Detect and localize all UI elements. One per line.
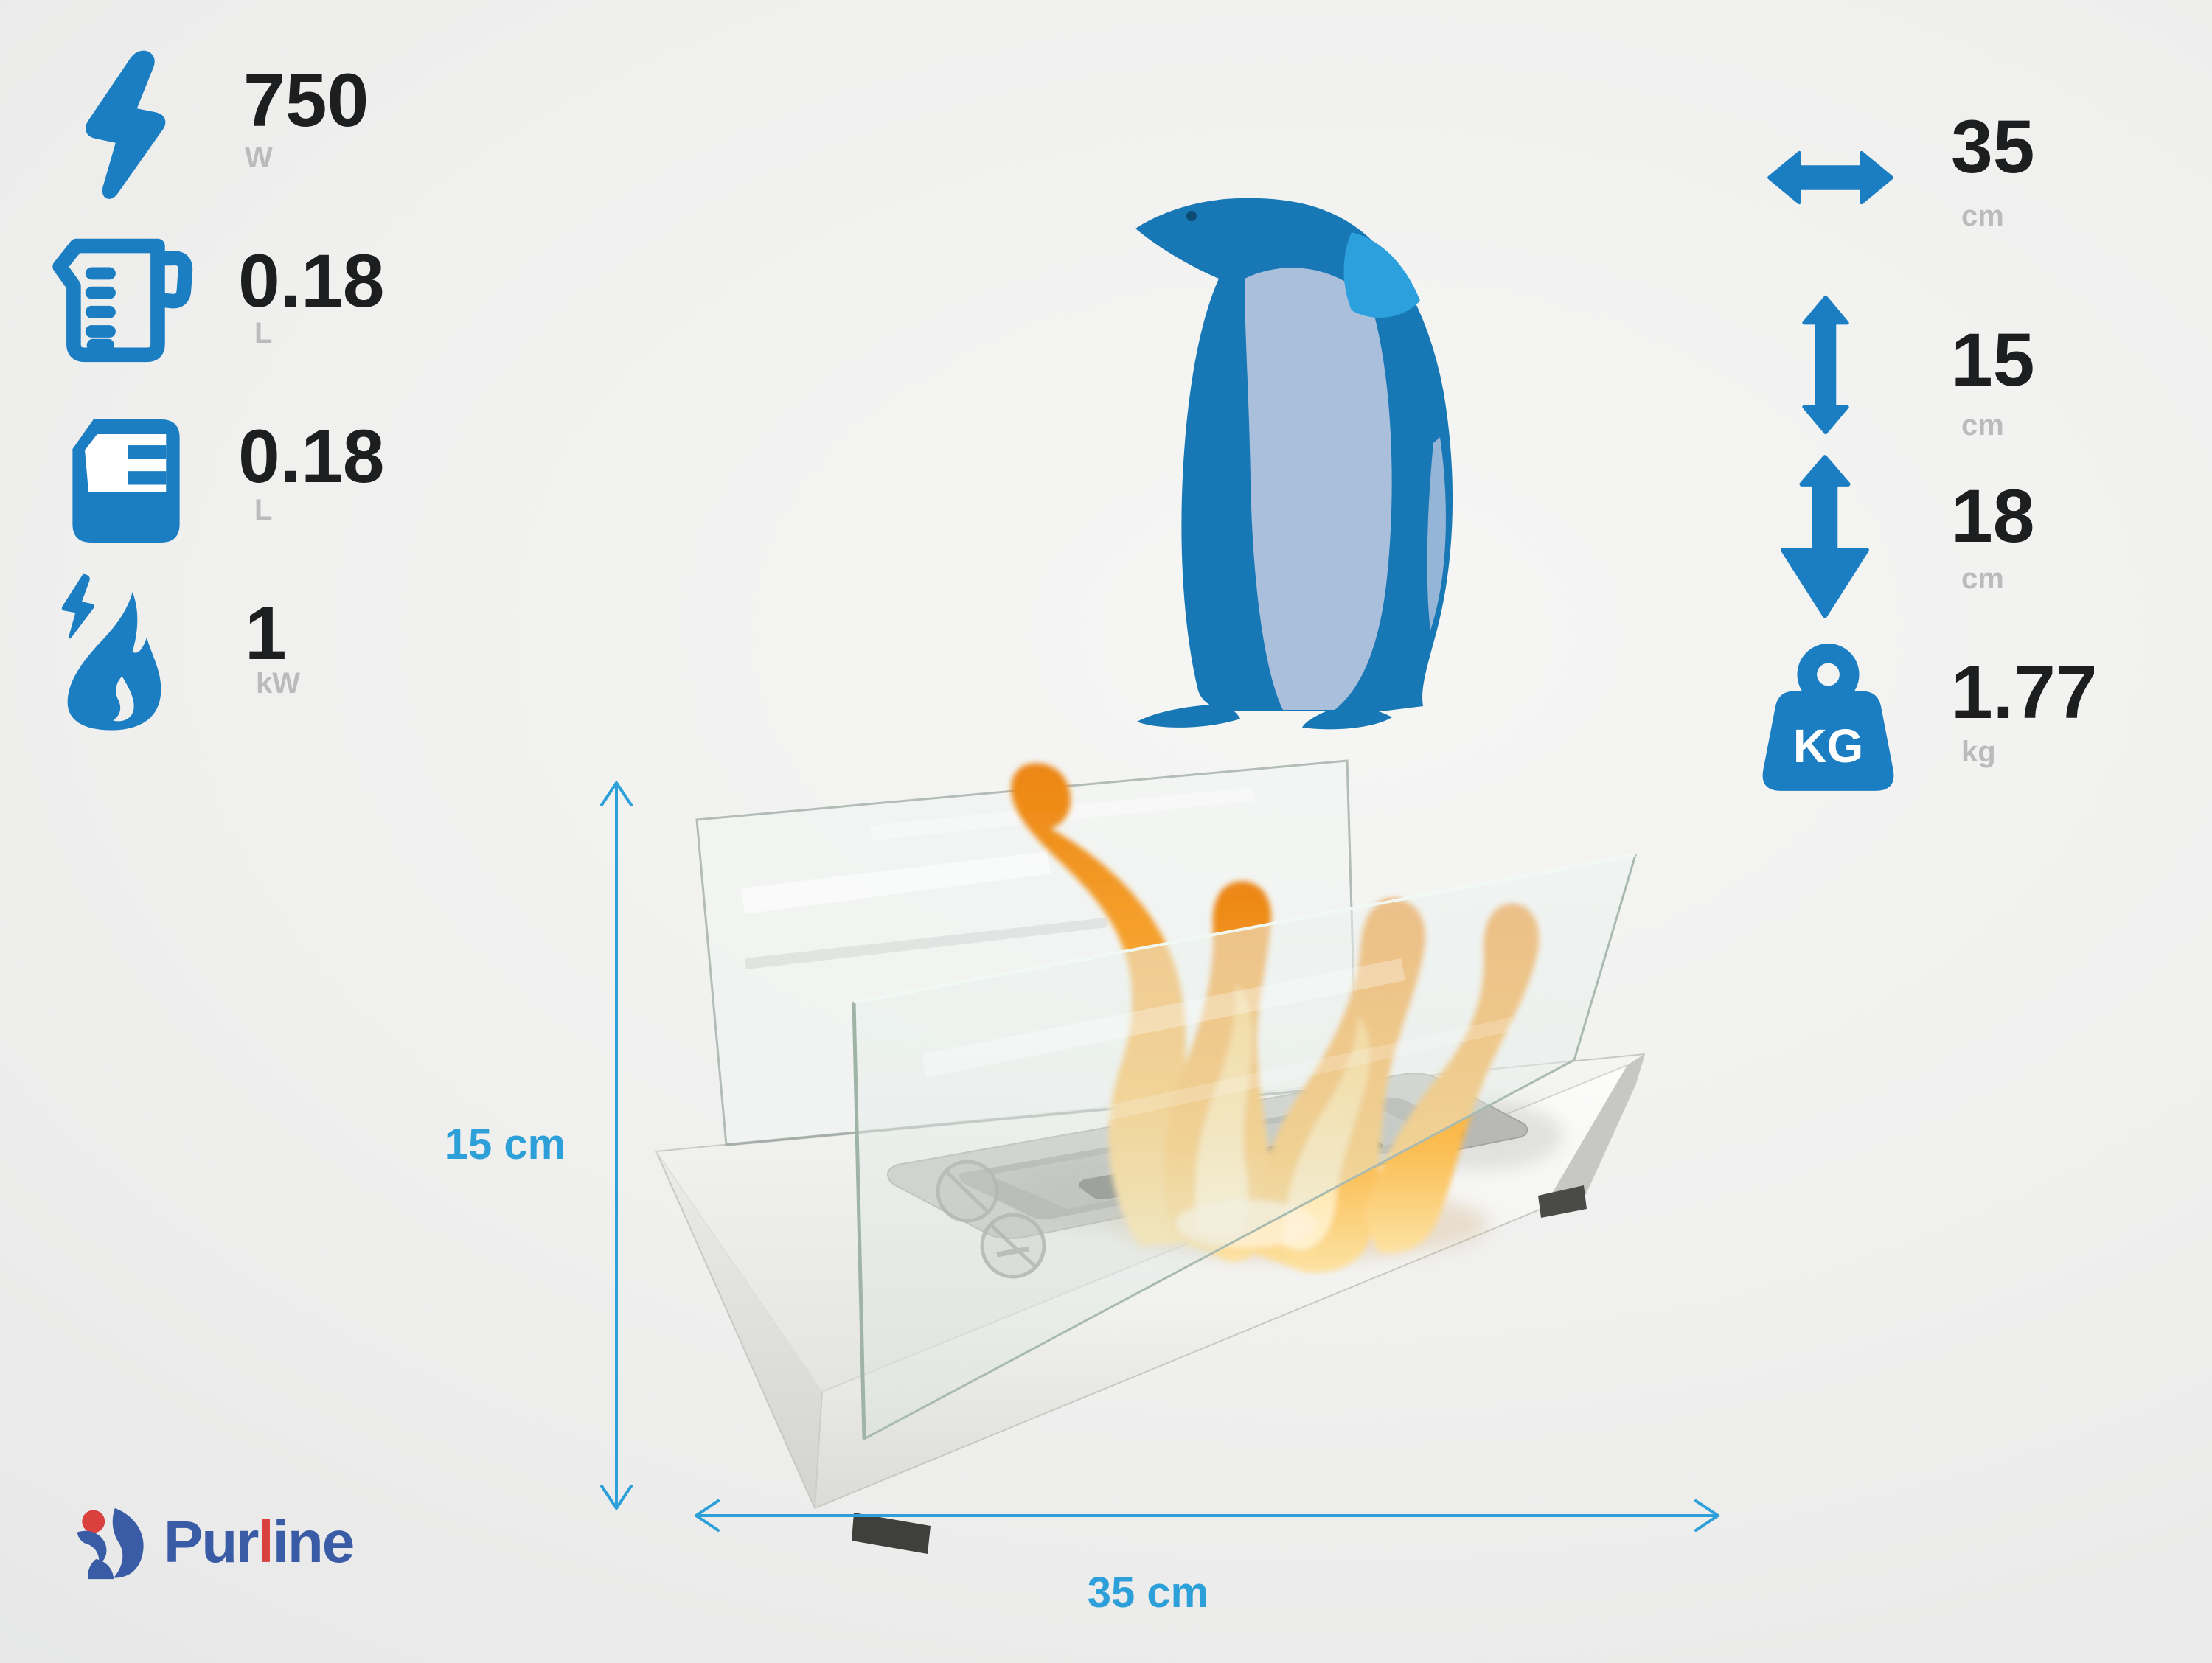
depth-unit: cm — [1961, 562, 2004, 595]
depth-arrow-icon — [1781, 455, 1869, 618]
width-value: 35 — [1951, 105, 2035, 189]
brand-logo-mark — [77, 1507, 144, 1580]
heat-value: 1 — [245, 591, 287, 675]
volume-unit: L — [254, 317, 273, 349]
weight-value: 1.77 — [1951, 650, 2098, 734]
brand-wordmark: Purline — [164, 1513, 355, 1572]
volume-jug-icon — [52, 238, 193, 363]
brand-logo: Purline — [72, 1504, 441, 1585]
base-foot-right — [1538, 1185, 1587, 1218]
power-unit: W — [245, 142, 273, 174]
front-glass-panel — [852, 854, 1638, 1441]
power-value: 750 — [243, 58, 369, 142]
consumption-value: 0.18 — [238, 414, 385, 498]
weight-unit: kg — [1961, 736, 1996, 768]
brand-accent-letter: l — [257, 1509, 274, 1575]
depth-value: 18 — [1951, 474, 2035, 558]
height-unit: cm — [1961, 409, 2004, 442]
logo-head-dot — [82, 1510, 105, 1533]
width-dimension-label: 35 cm — [1087, 1569, 1209, 1617]
heat-flame-icon — [61, 573, 161, 731]
power-bolt-icon — [86, 50, 166, 199]
width-arrow-icon — [1767, 150, 1893, 205]
heat-unit: kW — [256, 667, 300, 700]
height-dimension-line — [600, 781, 633, 1510]
width-dimension-line — [695, 1499, 1719, 1532]
brand-part1: Pur — [164, 1509, 259, 1575]
penguin-illustration — [1135, 198, 1453, 730]
height-arrow-icon — [1802, 295, 1849, 435]
brand-part2: ine — [272, 1509, 355, 1575]
consumption-unit: L — [254, 494, 273, 526]
height-value: 15 — [1951, 318, 2035, 402]
width-unit: cm — [1961, 200, 2004, 232]
base-foot-left — [852, 1513, 931, 1554]
volume-value: 0.18 — [238, 239, 385, 323]
weight-icon: KG — [1762, 644, 1894, 791]
height-dimension-label: 15 cm — [444, 1120, 566, 1168]
consumption-beaker-icon — [72, 419, 180, 543]
weight-icon-label: KG — [1793, 720, 1863, 773]
